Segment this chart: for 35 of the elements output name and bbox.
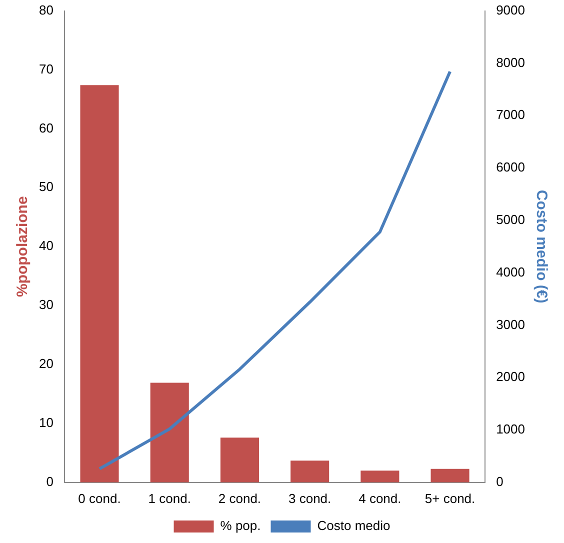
bar <box>360 470 400 482</box>
y-tick-label: 50 <box>38 179 54 194</box>
y2-tick-label: 4000 <box>496 264 525 280</box>
bar <box>220 438 259 482</box>
x-tick-label: 0 cond. <box>78 490 121 506</box>
x-tick-label: 2 cond. <box>218 490 262 506</box>
y2-tick-label: 5000 <box>496 212 525 227</box>
y2-tick-label: 3000 <box>496 316 525 332</box>
y-tick-label: 10 <box>38 415 54 430</box>
y2-tick-label: 2000 <box>496 369 525 384</box>
bar <box>150 382 189 482</box>
y2-tick-label: 9000 <box>496 2 525 18</box>
y-tick-label: 80 <box>38 2 54 18</box>
y2-tick-label: 6000 <box>496 160 525 175</box>
bar <box>290 460 330 482</box>
y2-tick-label: 8000 <box>496 54 525 70</box>
x-tick-label: 5+ cond. <box>424 490 476 506</box>
x-tick-label: 1 cond. <box>148 490 191 506</box>
y2-tick-label: 1000 <box>496 422 525 437</box>
legend-label: Costo medio <box>317 518 390 534</box>
y-tick-label: 60 <box>38 120 54 136</box>
legend-label: % pop. <box>220 518 261 534</box>
y2-tick-label: 0 <box>496 474 504 489</box>
bar <box>430 468 470 482</box>
y-tick-label: 30 <box>38 297 54 312</box>
x-tick-label: 4 cond. <box>358 490 402 506</box>
y-tick-label: 0 <box>46 474 54 489</box>
y-tick-label: 20 <box>38 356 54 372</box>
bar <box>80 85 119 482</box>
y2-tick-label: 7000 <box>496 107 525 122</box>
x-tick-label: 3 cond. <box>288 490 332 506</box>
y2-axis-title: Costo medio (€) <box>532 190 550 304</box>
y-axis-title: %popolazione <box>14 196 32 298</box>
y-tick-label: 40 <box>38 238 54 254</box>
y-tick-label: 70 <box>38 61 54 76</box>
